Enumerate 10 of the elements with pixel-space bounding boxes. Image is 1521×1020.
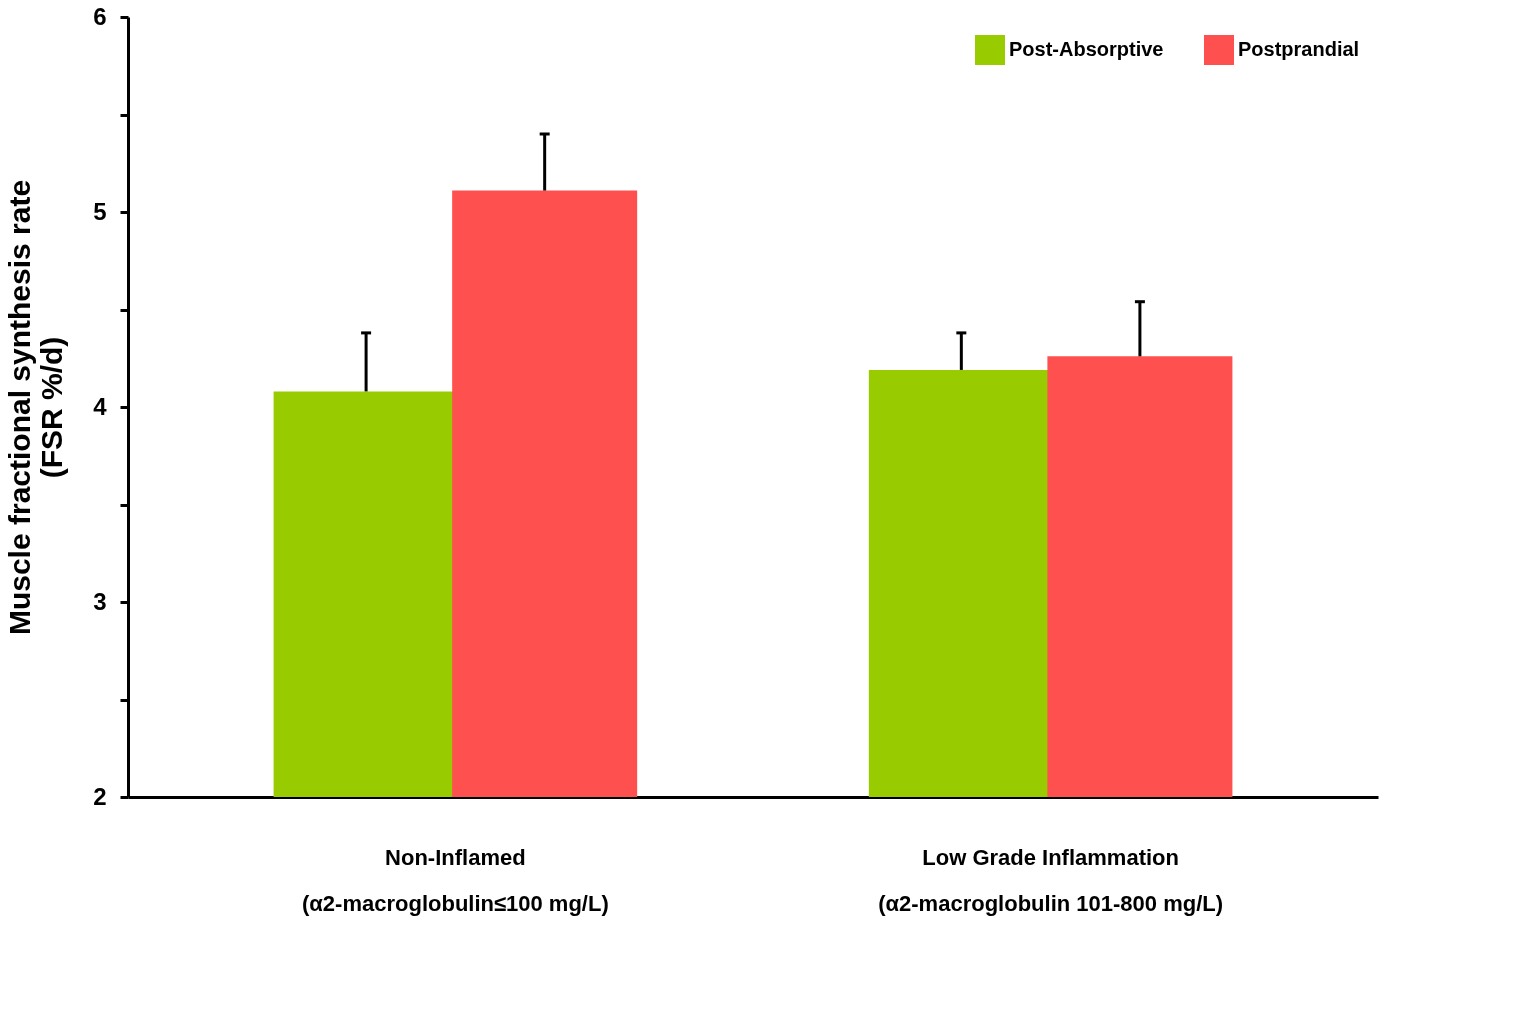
y-axis-title: Muscle fractional synthesis rate (FSR %/d) xyxy=(3,179,69,636)
y-tick-label: 5 xyxy=(93,197,107,225)
y-tick-label: 4 xyxy=(93,392,108,420)
legend-label: Postprandial xyxy=(1238,38,1360,60)
x-tick-label: Low Grade Inflammation (α2-macroglobulin 101-800 mg/L) xyxy=(878,844,1224,916)
y-tick-label: 3 xyxy=(93,587,107,615)
legend-label: Post-Absorptive xyxy=(1009,38,1164,60)
y-tick-label: 6 xyxy=(93,2,107,30)
y-tick-label: 2 xyxy=(93,782,107,810)
x-tick-label: Non-Inflamed (α2-macroglobulin≤100 mg/L) xyxy=(302,844,609,916)
